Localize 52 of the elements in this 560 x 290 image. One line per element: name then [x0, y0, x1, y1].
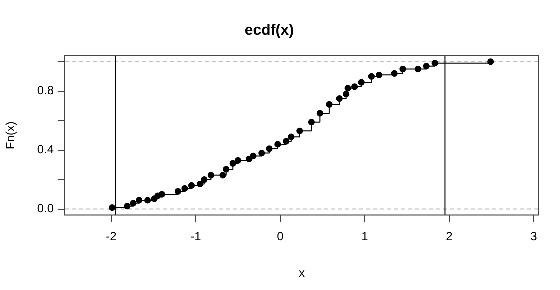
point [400, 66, 406, 73]
point [208, 172, 214, 179]
point [196, 180, 204, 188]
point [344, 85, 352, 92]
point [316, 110, 324, 117]
point [188, 182, 196, 190]
point [488, 58, 494, 66]
point [266, 146, 273, 152]
point [220, 172, 226, 179]
point [423, 63, 430, 70]
point [414, 66, 422, 73]
point [250, 152, 257, 160]
point [432, 60, 438, 67]
point [352, 84, 358, 90]
point [144, 197, 152, 204]
y-tick-label: 0.4 [37, 142, 54, 157]
point [283, 138, 290, 145]
point [201, 176, 208, 184]
y-axis-title: Fn(x) [4, 122, 18, 150]
x-tick-label: -2 [106, 230, 118, 244]
x-tick-label: 3 [530, 230, 538, 244]
y-tick-label: 0.8 [37, 84, 54, 98]
point [223, 166, 230, 173]
point [174, 188, 182, 195]
point [230, 160, 236, 167]
x-tick-label: 2 [446, 230, 454, 244]
point [158, 191, 166, 198]
point [343, 91, 350, 98]
point [358, 79, 365, 86]
point [326, 101, 333, 108]
x-tick-label: 0 [277, 230, 284, 244]
point [336, 95, 343, 102]
point [258, 150, 266, 157]
point [234, 157, 242, 164]
x-axis-title: x [299, 266, 305, 280]
point [124, 203, 131, 210]
point [296, 128, 304, 134]
point [130, 200, 137, 207]
point [308, 119, 316, 126]
point [109, 204, 116, 212]
x-tick-label: 1 [362, 230, 369, 244]
point [182, 185, 188, 192]
point [274, 141, 282, 148]
point [391, 70, 398, 77]
x-tick-label: -1 [190, 230, 202, 244]
point [288, 134, 295, 140]
point [376, 72, 383, 78]
point [246, 156, 252, 162]
y-tick-label: 0.0 [37, 202, 54, 216]
chart-title: ecdf(x) [244, 22, 294, 40]
point [368, 73, 376, 80]
point [136, 197, 143, 204]
